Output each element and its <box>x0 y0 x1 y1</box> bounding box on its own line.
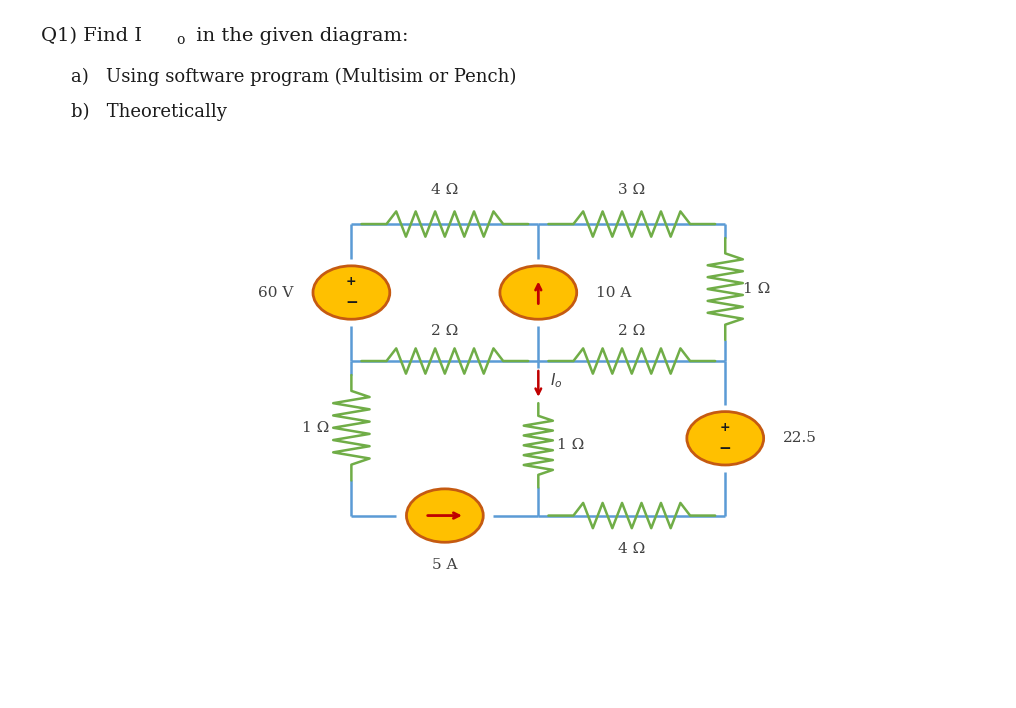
Text: −: − <box>719 441 732 456</box>
Text: 60 V: 60 V <box>258 285 294 299</box>
Text: o: o <box>177 33 185 47</box>
Text: 2 Ω: 2 Ω <box>431 324 458 338</box>
Text: 4 Ω: 4 Ω <box>618 542 645 556</box>
Circle shape <box>500 266 577 319</box>
Text: 1 Ω: 1 Ω <box>557 438 584 452</box>
Text: +: + <box>346 275 357 288</box>
Text: b)   Theoretically: b) Theoretically <box>71 103 228 121</box>
Circle shape <box>406 489 484 542</box>
Circle shape <box>313 266 390 319</box>
Circle shape <box>687 411 764 465</box>
Text: $I_o$: $I_o$ <box>551 372 563 390</box>
Text: −: − <box>345 295 358 310</box>
Text: a)   Using software program (Multisim or Pench): a) Using software program (Multisim or P… <box>71 67 517 86</box>
Text: Q1) Find I: Q1) Find I <box>42 28 142 45</box>
Text: 1 Ω: 1 Ω <box>744 282 771 296</box>
Text: 10 A: 10 A <box>596 285 631 299</box>
Text: 3 Ω: 3 Ω <box>618 183 645 198</box>
Text: 22.5: 22.5 <box>783 431 817 445</box>
Text: 2 Ω: 2 Ω <box>618 324 645 338</box>
Text: 5 A: 5 A <box>432 559 457 572</box>
Text: in the given diagram:: in the given diagram: <box>190 28 408 45</box>
Text: 1 Ω: 1 Ω <box>302 421 329 435</box>
Text: 4 Ω: 4 Ω <box>431 183 458 198</box>
Text: +: + <box>720 421 731 433</box>
